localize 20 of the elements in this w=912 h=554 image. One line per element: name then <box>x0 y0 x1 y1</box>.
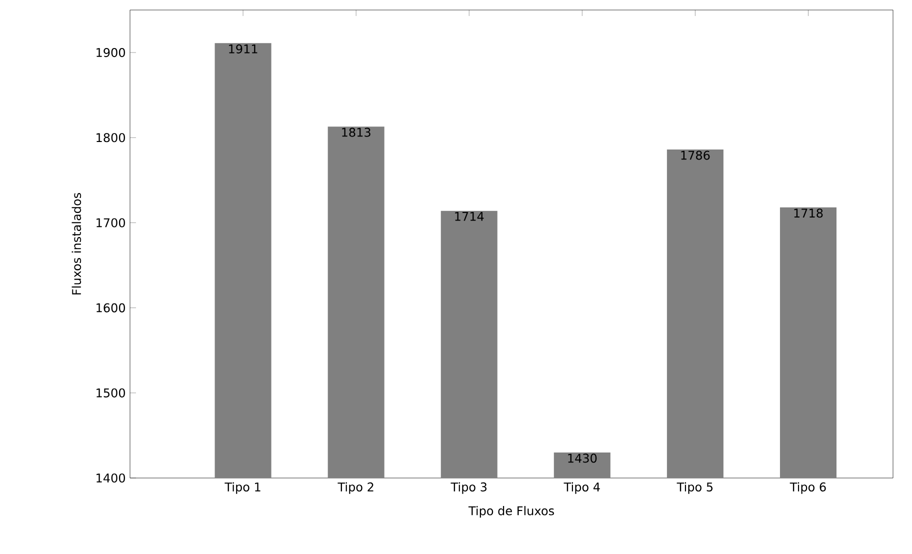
data-label: 1718 <box>794 208 823 218</box>
y-axis-title: Fluxos instalados <box>72 192 82 294</box>
y-tick-label: 1700 <box>96 218 126 228</box>
data-label: 1813 <box>342 128 370 137</box>
x-tick-label: Tipo 5 <box>676 482 713 494</box>
y-tick-label: 1500 <box>96 388 126 398</box>
data-label: 1911 <box>229 44 258 54</box>
x-axis-title: Tipo de Fluxos <box>468 506 554 518</box>
x-tick-label: Tipo 4 <box>564 482 600 494</box>
y-tick-label: 1600 <box>96 303 126 312</box>
x-tick-label: Tipo 2 <box>338 482 374 494</box>
data-label: 1430 <box>568 454 597 463</box>
data-label: 1786 <box>681 150 710 160</box>
x-tick-label: Tipo 6 <box>790 482 826 494</box>
x-tick-label: Tipo 3 <box>450 482 487 494</box>
x-tick-label: Tipo 1 <box>224 482 260 494</box>
y-tick-label: 1900 <box>96 48 126 58</box>
data-label: 1714 <box>455 212 484 221</box>
y-tick-label: 1800 <box>96 133 126 142</box>
y-tick-label: 1400 <box>96 473 126 483</box>
